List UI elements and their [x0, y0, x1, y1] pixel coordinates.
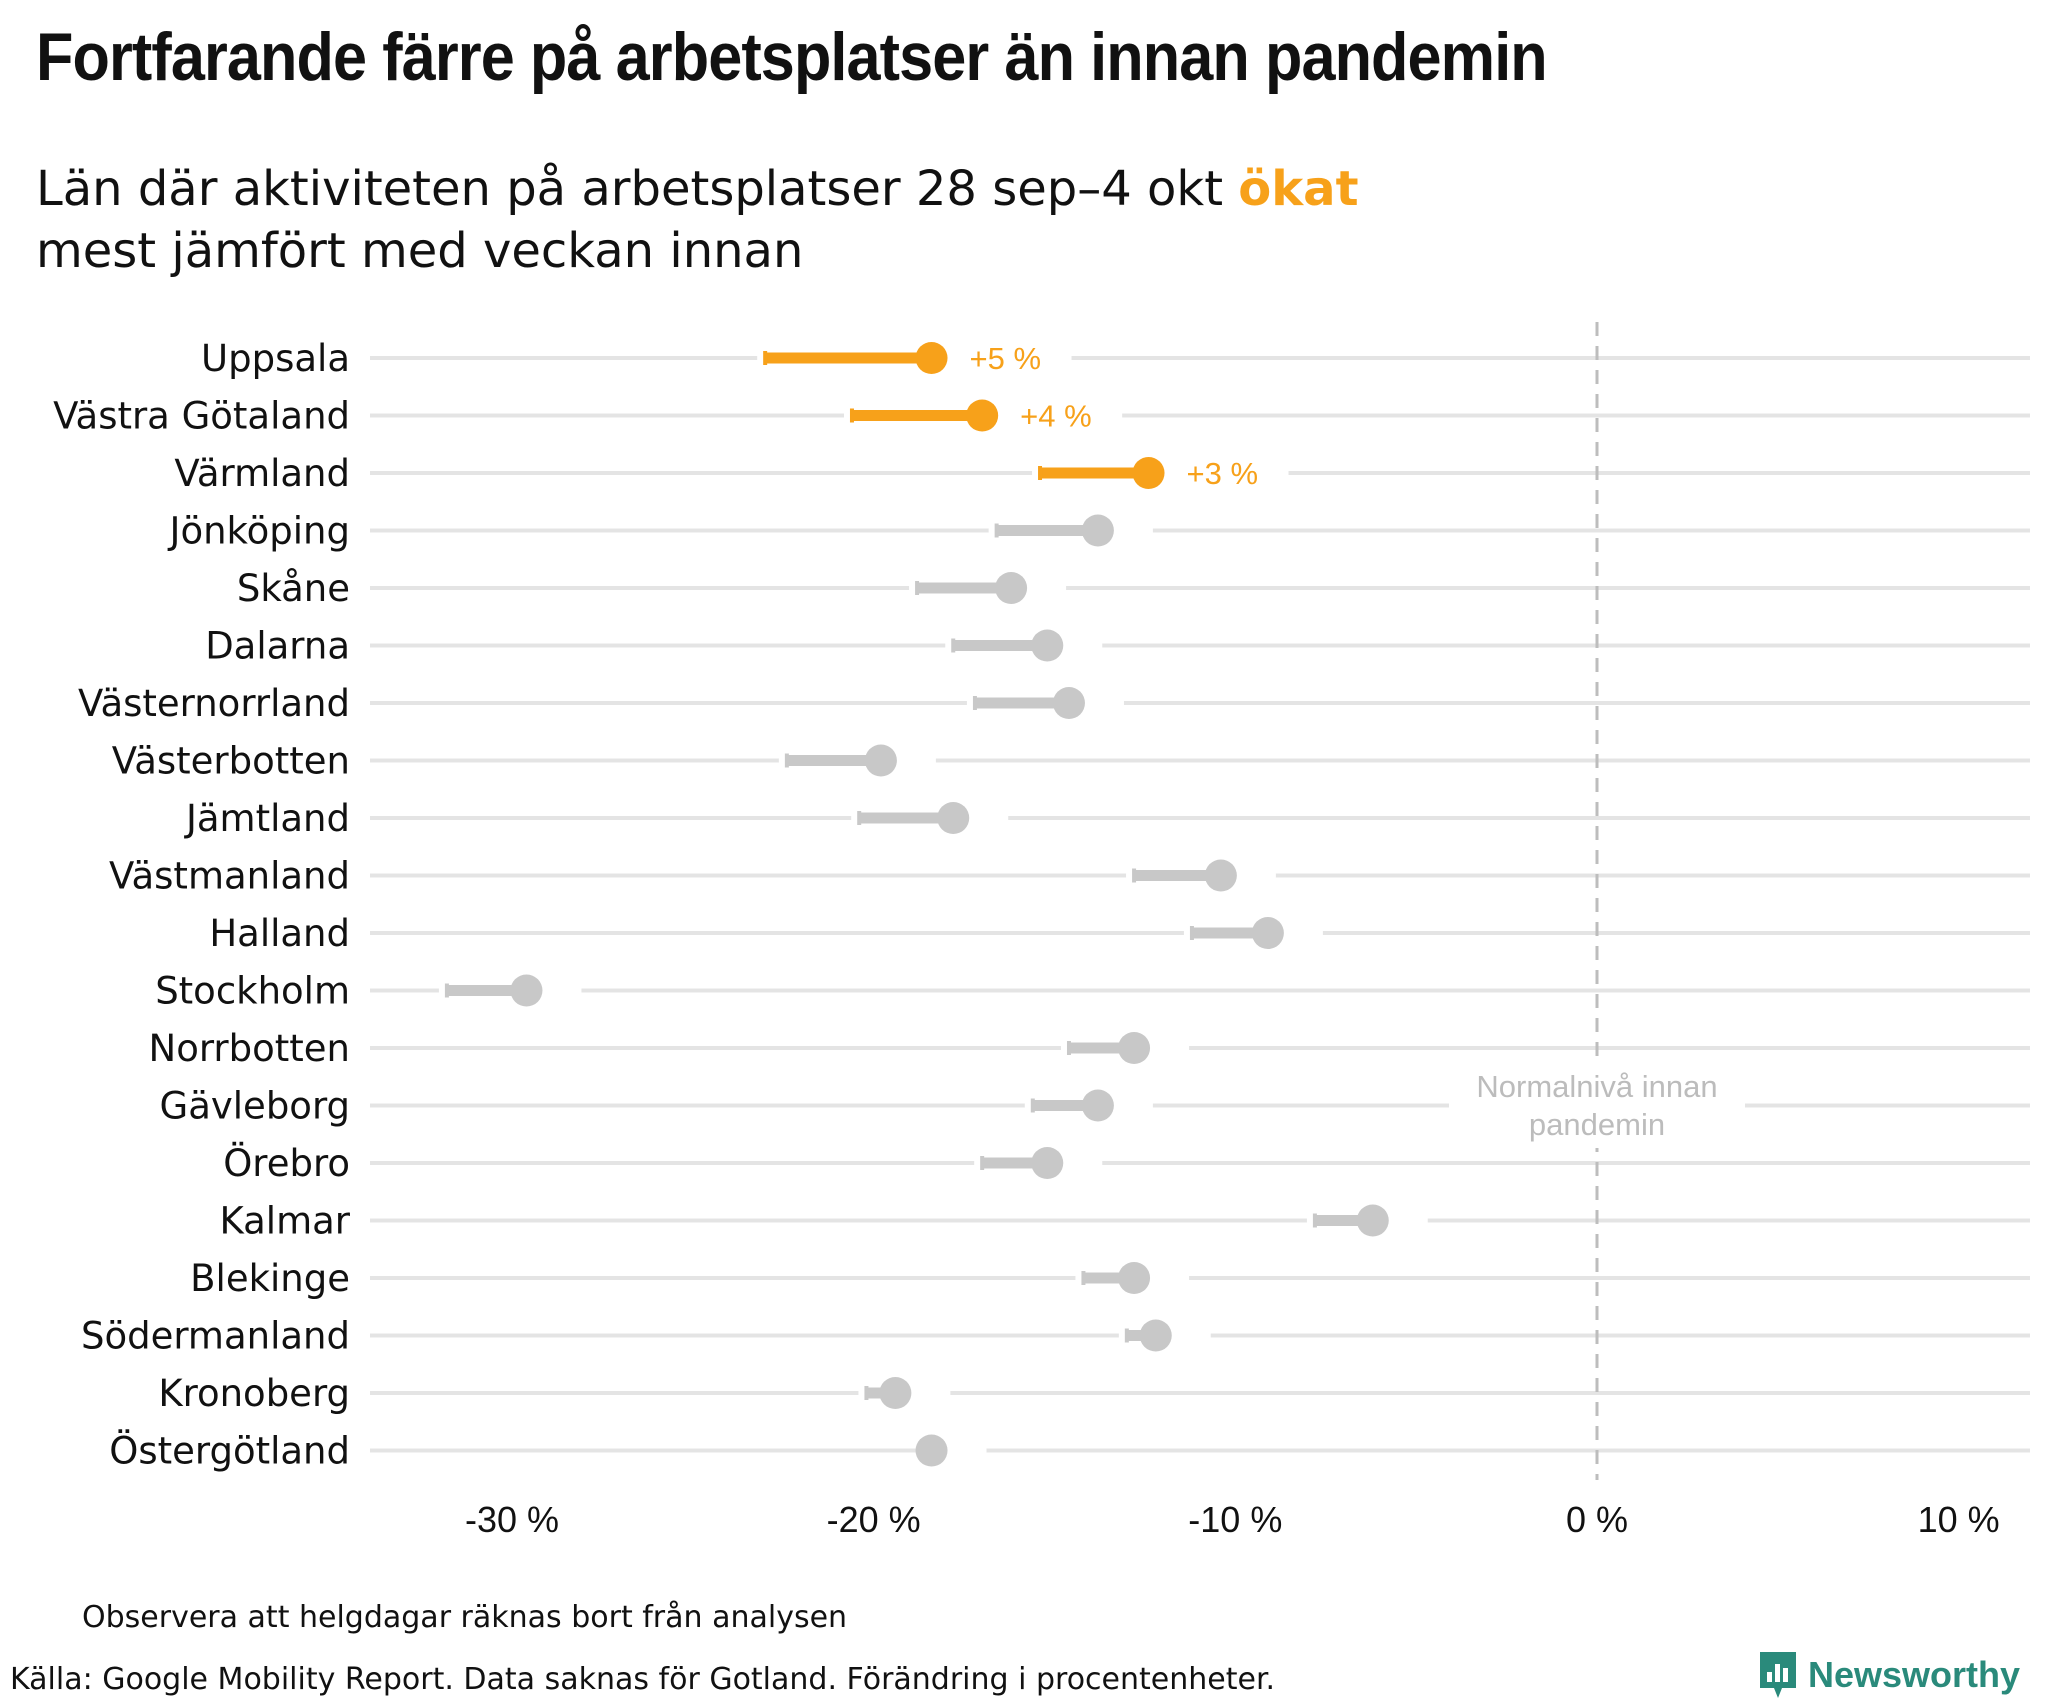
x-tick-label: -10 %	[1188, 1499, 1282, 1540]
region-label: Södermanland	[81, 1315, 350, 1358]
region-label: Västra Götaland	[53, 395, 350, 438]
region-label: Stockholm	[155, 970, 350, 1013]
x-tick-label: -30 %	[465, 1499, 559, 1540]
reference-label-background	[1449, 1066, 1745, 1148]
current-week-dot	[864, 744, 897, 777]
subtitle-line1-prefix: Län där aktiviteten på arbetsplatser 28 …	[36, 161, 1239, 217]
current-week-dot	[1132, 457, 1165, 489]
region-label: Västerbotten	[112, 740, 350, 783]
region-label: Kalmar	[220, 1200, 351, 1243]
brand-logo: Newsworthy	[1758, 1650, 2020, 1700]
region-label: Kronoberg	[158, 1372, 350, 1415]
subtitle-highlight: ökat	[1238, 161, 1359, 217]
newsworthy-logo-icon	[1760, 1652, 1796, 1698]
region-label: Norrbotten	[149, 1027, 350, 1070]
chart-title: Fortfarande färre på arbetsplatser än in…	[36, 19, 1548, 95]
row-labels: Uppsala Västra Götaland Värmland Jönköping S…	[53, 337, 351, 1473]
x-tick-label: 10 %	[1918, 1499, 2000, 1540]
region-label: Västmanland	[109, 855, 350, 898]
brand-name: Newsworthy	[1808, 1654, 2021, 1695]
reference-label-line2: pandemin	[1529, 1107, 1665, 1142]
current-week-dot	[1356, 1204, 1389, 1237]
region-label: Dalarna	[205, 625, 350, 668]
change-label: +4 %	[1020, 399, 1092, 434]
chart-marks: +5 % +4 % +3 %	[444, 341, 1389, 1467]
current-week-dot	[1031, 1147, 1064, 1179]
region-label: Östergötland	[109, 1430, 350, 1473]
current-week-dot	[995, 572, 1028, 604]
region-label: Örebro	[223, 1142, 350, 1185]
region-label: Uppsala	[201, 337, 350, 380]
x-axis: -30 % -20 % -10 % 0 % 10 %	[465, 1499, 2000, 1540]
reference-label-line1: Normalnivå innan	[1476, 1069, 1717, 1104]
gridlines	[370, 356, 2030, 1453]
region-label: Skåne	[237, 567, 350, 610]
current-week-dot	[915, 342, 948, 374]
chart-subtitle: Län där aktiviteten på arbetsplatser 28 …	[36, 158, 1359, 282]
change-label: +3 %	[1187, 456, 1259, 491]
current-week-dot	[1251, 917, 1284, 949]
current-week-dot	[879, 1377, 912, 1409]
region-label: Jönköping	[168, 510, 350, 553]
region-label: Blekinge	[190, 1257, 350, 1300]
region-label: Värmland	[174, 452, 350, 495]
region-label: Västernorrland	[78, 682, 350, 725]
subtitle-line2: mest jämfört med veckan innan	[36, 223, 804, 279]
current-week-dot	[1204, 859, 1237, 892]
current-week-dot	[937, 802, 970, 834]
x-tick-label: 0 %	[1566, 1499, 1628, 1540]
current-week-dot	[1052, 687, 1085, 719]
region-label: Halland	[209, 912, 350, 955]
footnote: Observera att helgdagar räknas bort från…	[82, 1600, 848, 1635]
current-week-dot	[1081, 1089, 1114, 1122]
current-week-dot	[1118, 1262, 1151, 1294]
current-week-dot	[915, 1434, 948, 1467]
region-label: Gävleborg	[160, 1085, 350, 1128]
current-week-dot	[510, 974, 543, 1007]
x-tick-label: -20 %	[827, 1499, 921, 1540]
change-label: +5 %	[970, 341, 1042, 376]
current-week-dot	[1031, 629, 1064, 662]
current-week-dot	[1081, 514, 1114, 547]
source-text: Källa: Google Mobility Report. Data sakn…	[10, 1662, 1276, 1697]
current-week-dot	[1118, 1032, 1151, 1064]
current-week-dot	[966, 399, 999, 432]
region-label: Jämtland	[184, 797, 350, 840]
current-week-dot	[1139, 1319, 1172, 1352]
